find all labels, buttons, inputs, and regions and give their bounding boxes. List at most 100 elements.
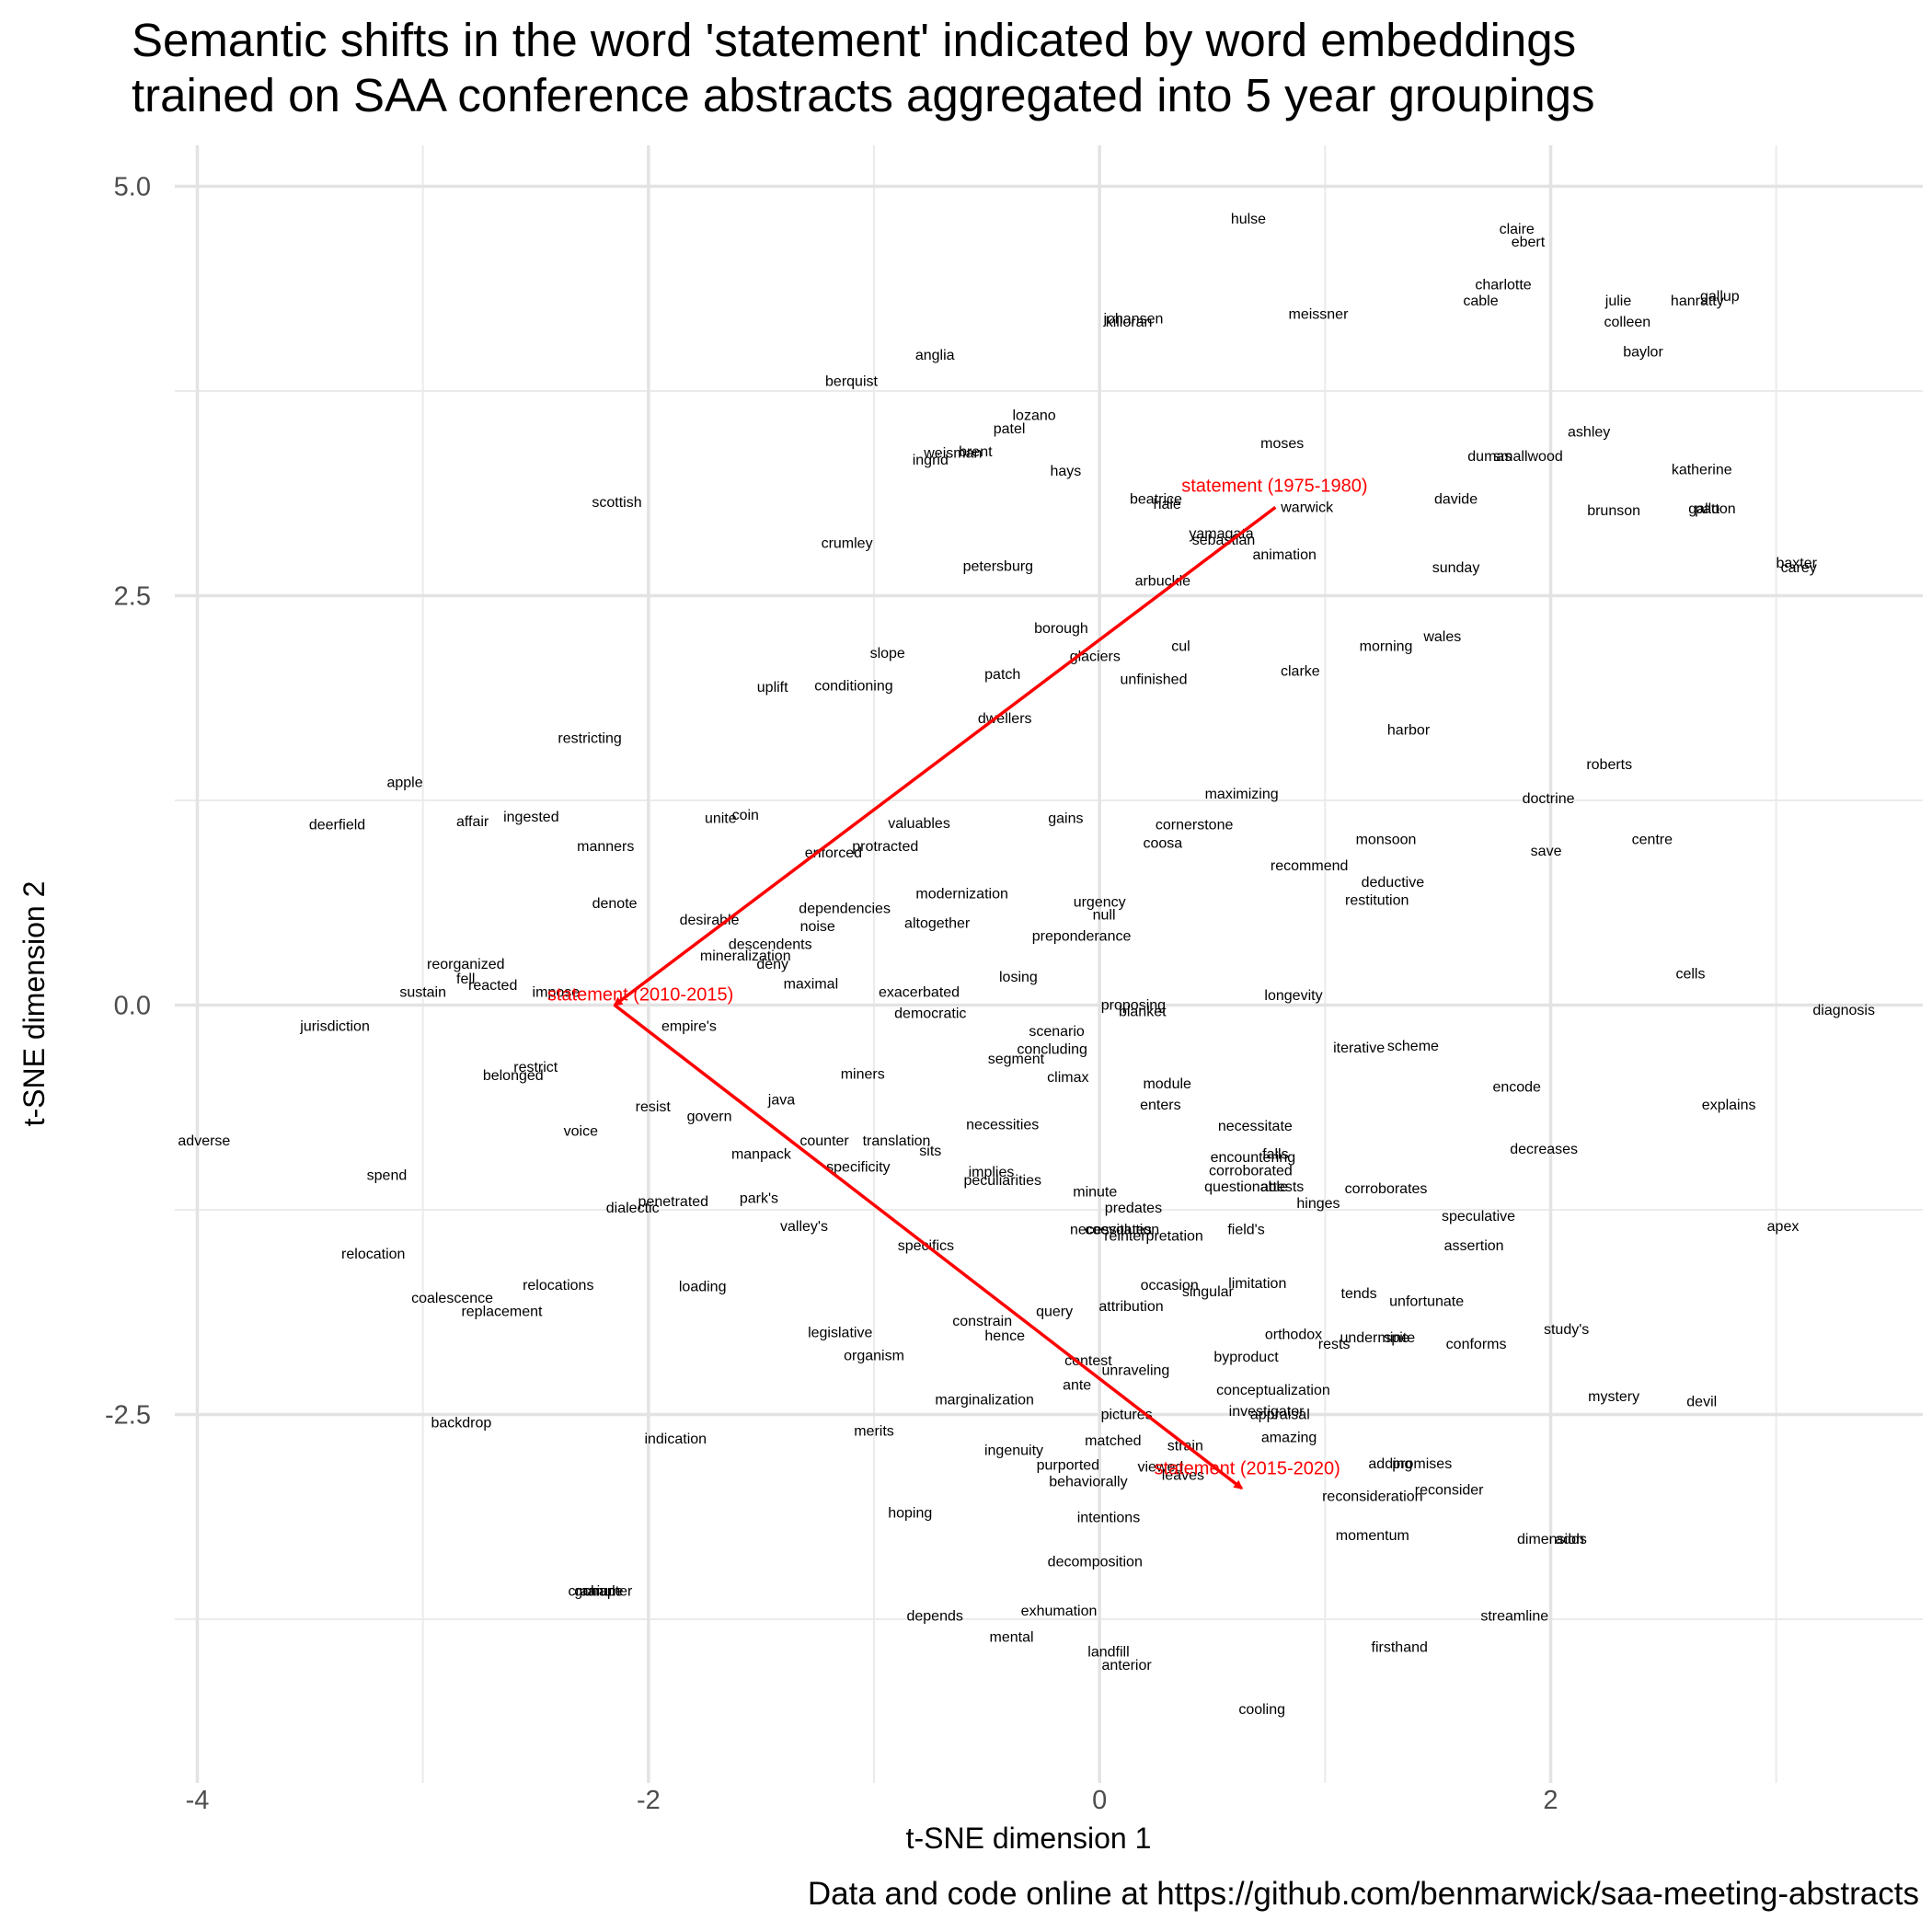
word-point: encode	[1492, 1080, 1541, 1096]
word-point: preponderance	[1032, 929, 1132, 945]
word-point: attribution	[1098, 1299, 1163, 1315]
word-point: reacted	[468, 978, 517, 994]
word-point: noise	[800, 919, 835, 935]
word-point: proposing	[1101, 998, 1166, 1014]
word-point: granule	[574, 1584, 623, 1600]
word-point: mystery	[1588, 1389, 1639, 1405]
word-point: investigator	[1229, 1404, 1305, 1420]
word-point: smallwood	[1493, 449, 1563, 465]
y-tick-label: 5.0	[114, 173, 151, 202]
word-point: gallup	[1700, 289, 1740, 305]
word-point: democratic	[894, 1006, 966, 1021]
word-point: manners	[577, 839, 634, 855]
word-point: maximal	[784, 976, 839, 992]
word-point: patton	[1695, 501, 1735, 517]
word-point: ebert	[1512, 235, 1546, 250]
word-point: doctrine	[1523, 791, 1575, 807]
word-point: uplift	[757, 680, 788, 696]
word-point: query	[1036, 1304, 1073, 1319]
word-point: implies	[969, 1165, 1015, 1180]
word-point: predates	[1105, 1201, 1162, 1216]
word-point: necessitate	[1218, 1119, 1293, 1134]
word-point: landfill	[1087, 1645, 1129, 1661]
word-point: backdrop	[431, 1415, 491, 1431]
word-point: cable	[1463, 293, 1498, 309]
word-point: sustain	[399, 984, 446, 1000]
word-point: valuables	[888, 816, 950, 832]
word-point: leaves	[1162, 1467, 1204, 1483]
word-point: adds	[1555, 1532, 1587, 1547]
x-tick-label: -4	[186, 1786, 210, 1815]
word-point: govern	[687, 1110, 732, 1125]
word-point: spend	[367, 1168, 408, 1184]
shift-arrow	[613, 1004, 1244, 1489]
word-point: lozano	[1012, 408, 1055, 424]
word-point: cells	[1675, 967, 1705, 983]
word-point: cul	[1171, 639, 1190, 655]
word-point: gains	[1048, 811, 1083, 827]
word-point: arbuckle	[1135, 573, 1191, 589]
word-point: conceptualization	[1216, 1383, 1330, 1398]
word-point: sebastian	[1192, 533, 1256, 548]
word-point: study's	[1544, 1322, 1589, 1338]
word-point: roberts	[1586, 757, 1632, 773]
y-tick-label: 0.0	[114, 992, 151, 1021]
word-point: java	[767, 1093, 795, 1109]
word-point: recommend	[1271, 858, 1348, 874]
word-point: brunson	[1587, 503, 1640, 519]
word-point: attests	[1260, 1179, 1304, 1195]
word-point: purported	[1037, 1458, 1100, 1474]
word-point: modernization	[915, 886, 1008, 902]
word-point: affair	[456, 814, 489, 830]
word-point: mineralization	[700, 949, 791, 964]
word-point: dialectic	[606, 1201, 660, 1216]
word-point: losing	[999, 970, 1038, 985]
word-point: miners	[841, 1066, 885, 1082]
word-point: contest	[1064, 1353, 1112, 1369]
word-point: warwick	[1280, 500, 1334, 515]
word-point: cornerstone	[1156, 818, 1234, 834]
grid-lines	[175, 145, 1923, 1783]
word-point: dependencies	[799, 901, 891, 916]
word-point: sits	[919, 1144, 941, 1159]
word-point: mental	[990, 1630, 1034, 1646]
word-point: momentum	[1336, 1528, 1409, 1544]
word-point: unfinished	[1121, 672, 1188, 687]
chart-caption: Data and code online at https://github.c…	[807, 1876, 1919, 1912]
word-point: carey	[1781, 560, 1817, 576]
word-point: apple	[386, 775, 422, 790]
word-point: blanket	[1119, 1005, 1167, 1020]
word-point: constrain	[952, 1314, 1012, 1329]
word-point: coosa	[1143, 835, 1182, 851]
word-point: deerfield	[309, 818, 365, 834]
word-point: assertion	[1444, 1238, 1504, 1254]
word-point: enforced	[805, 845, 862, 861]
word-point: harbor	[1387, 722, 1431, 738]
word-point: dimension	[1517, 1532, 1584, 1547]
word-point: sunday	[1432, 560, 1480, 576]
statement-period-label: statement (2015-2020)	[1154, 1459, 1340, 1479]
word-point: desirable	[680, 913, 740, 928]
word-point: adverse	[178, 1133, 230, 1149]
word-point: enters	[1140, 1098, 1180, 1113]
word-point: climax	[1047, 1070, 1088, 1086]
word-point: charlotte	[1475, 277, 1531, 293]
word-point: speculative	[1442, 1209, 1515, 1225]
word-point: depends	[906, 1608, 962, 1624]
word-point: diagnosis	[1812, 1003, 1875, 1018]
x-axis-title: t-SNE dimension 1	[906, 1822, 1152, 1855]
word-point: clarke	[1281, 663, 1320, 679]
x-tick-label: -2	[637, 1786, 661, 1815]
word-point: resist	[636, 1099, 672, 1115]
word-point: weisman	[923, 446, 982, 462]
word-point: decomposition	[1048, 1555, 1143, 1570]
word-point: spite	[1384, 1330, 1415, 1346]
word-point: patel	[994, 421, 1026, 437]
word-point: concluding	[1017, 1042, 1087, 1058]
word-point: valley's	[780, 1219, 828, 1235]
word-point: animation	[1253, 547, 1317, 563]
word-point: occasion	[1141, 1278, 1199, 1294]
word-point: anterior	[1101, 1658, 1152, 1673]
word-point: restrict	[513, 1060, 558, 1075]
